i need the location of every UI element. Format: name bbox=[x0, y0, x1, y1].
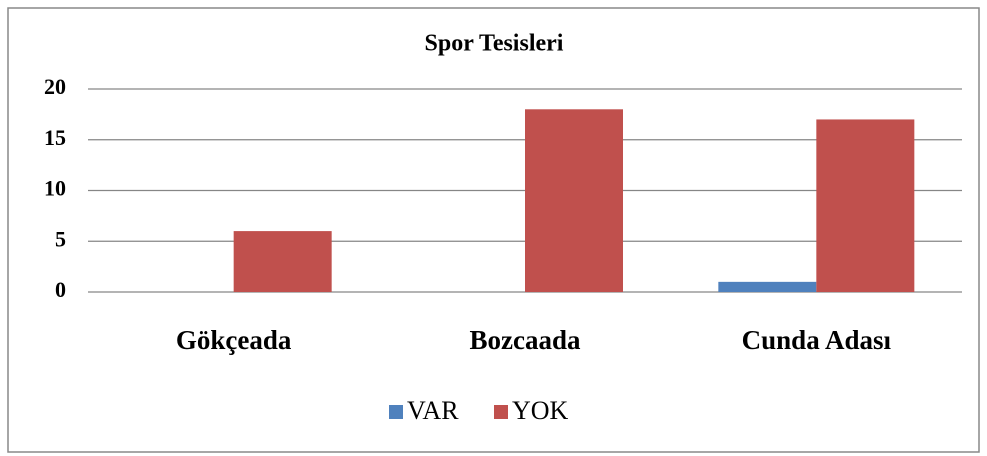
bar bbox=[816, 119, 915, 292]
x-tick-label: Cunda Adası bbox=[742, 325, 892, 355]
bar bbox=[233, 231, 332, 292]
y-tick-label: 20 bbox=[44, 74, 66, 99]
legend-swatch bbox=[389, 405, 403, 419]
y-tick-label: 5 bbox=[55, 226, 66, 251]
legend-label: YOK bbox=[512, 396, 569, 425]
bar bbox=[718, 281, 817, 292]
y-tick-label: 15 bbox=[44, 125, 66, 150]
x-tick-label: Bozcaada bbox=[470, 325, 581, 355]
x-tick-label: Gökçeada bbox=[176, 325, 292, 355]
y-tick-label: 0 bbox=[55, 277, 66, 302]
bar bbox=[525, 109, 623, 292]
legend-label: VAR bbox=[407, 396, 459, 425]
chart-title: Spor Tesisleri bbox=[425, 31, 564, 57]
y-tick-label: 10 bbox=[44, 176, 66, 201]
legend-swatch bbox=[494, 405, 508, 419]
